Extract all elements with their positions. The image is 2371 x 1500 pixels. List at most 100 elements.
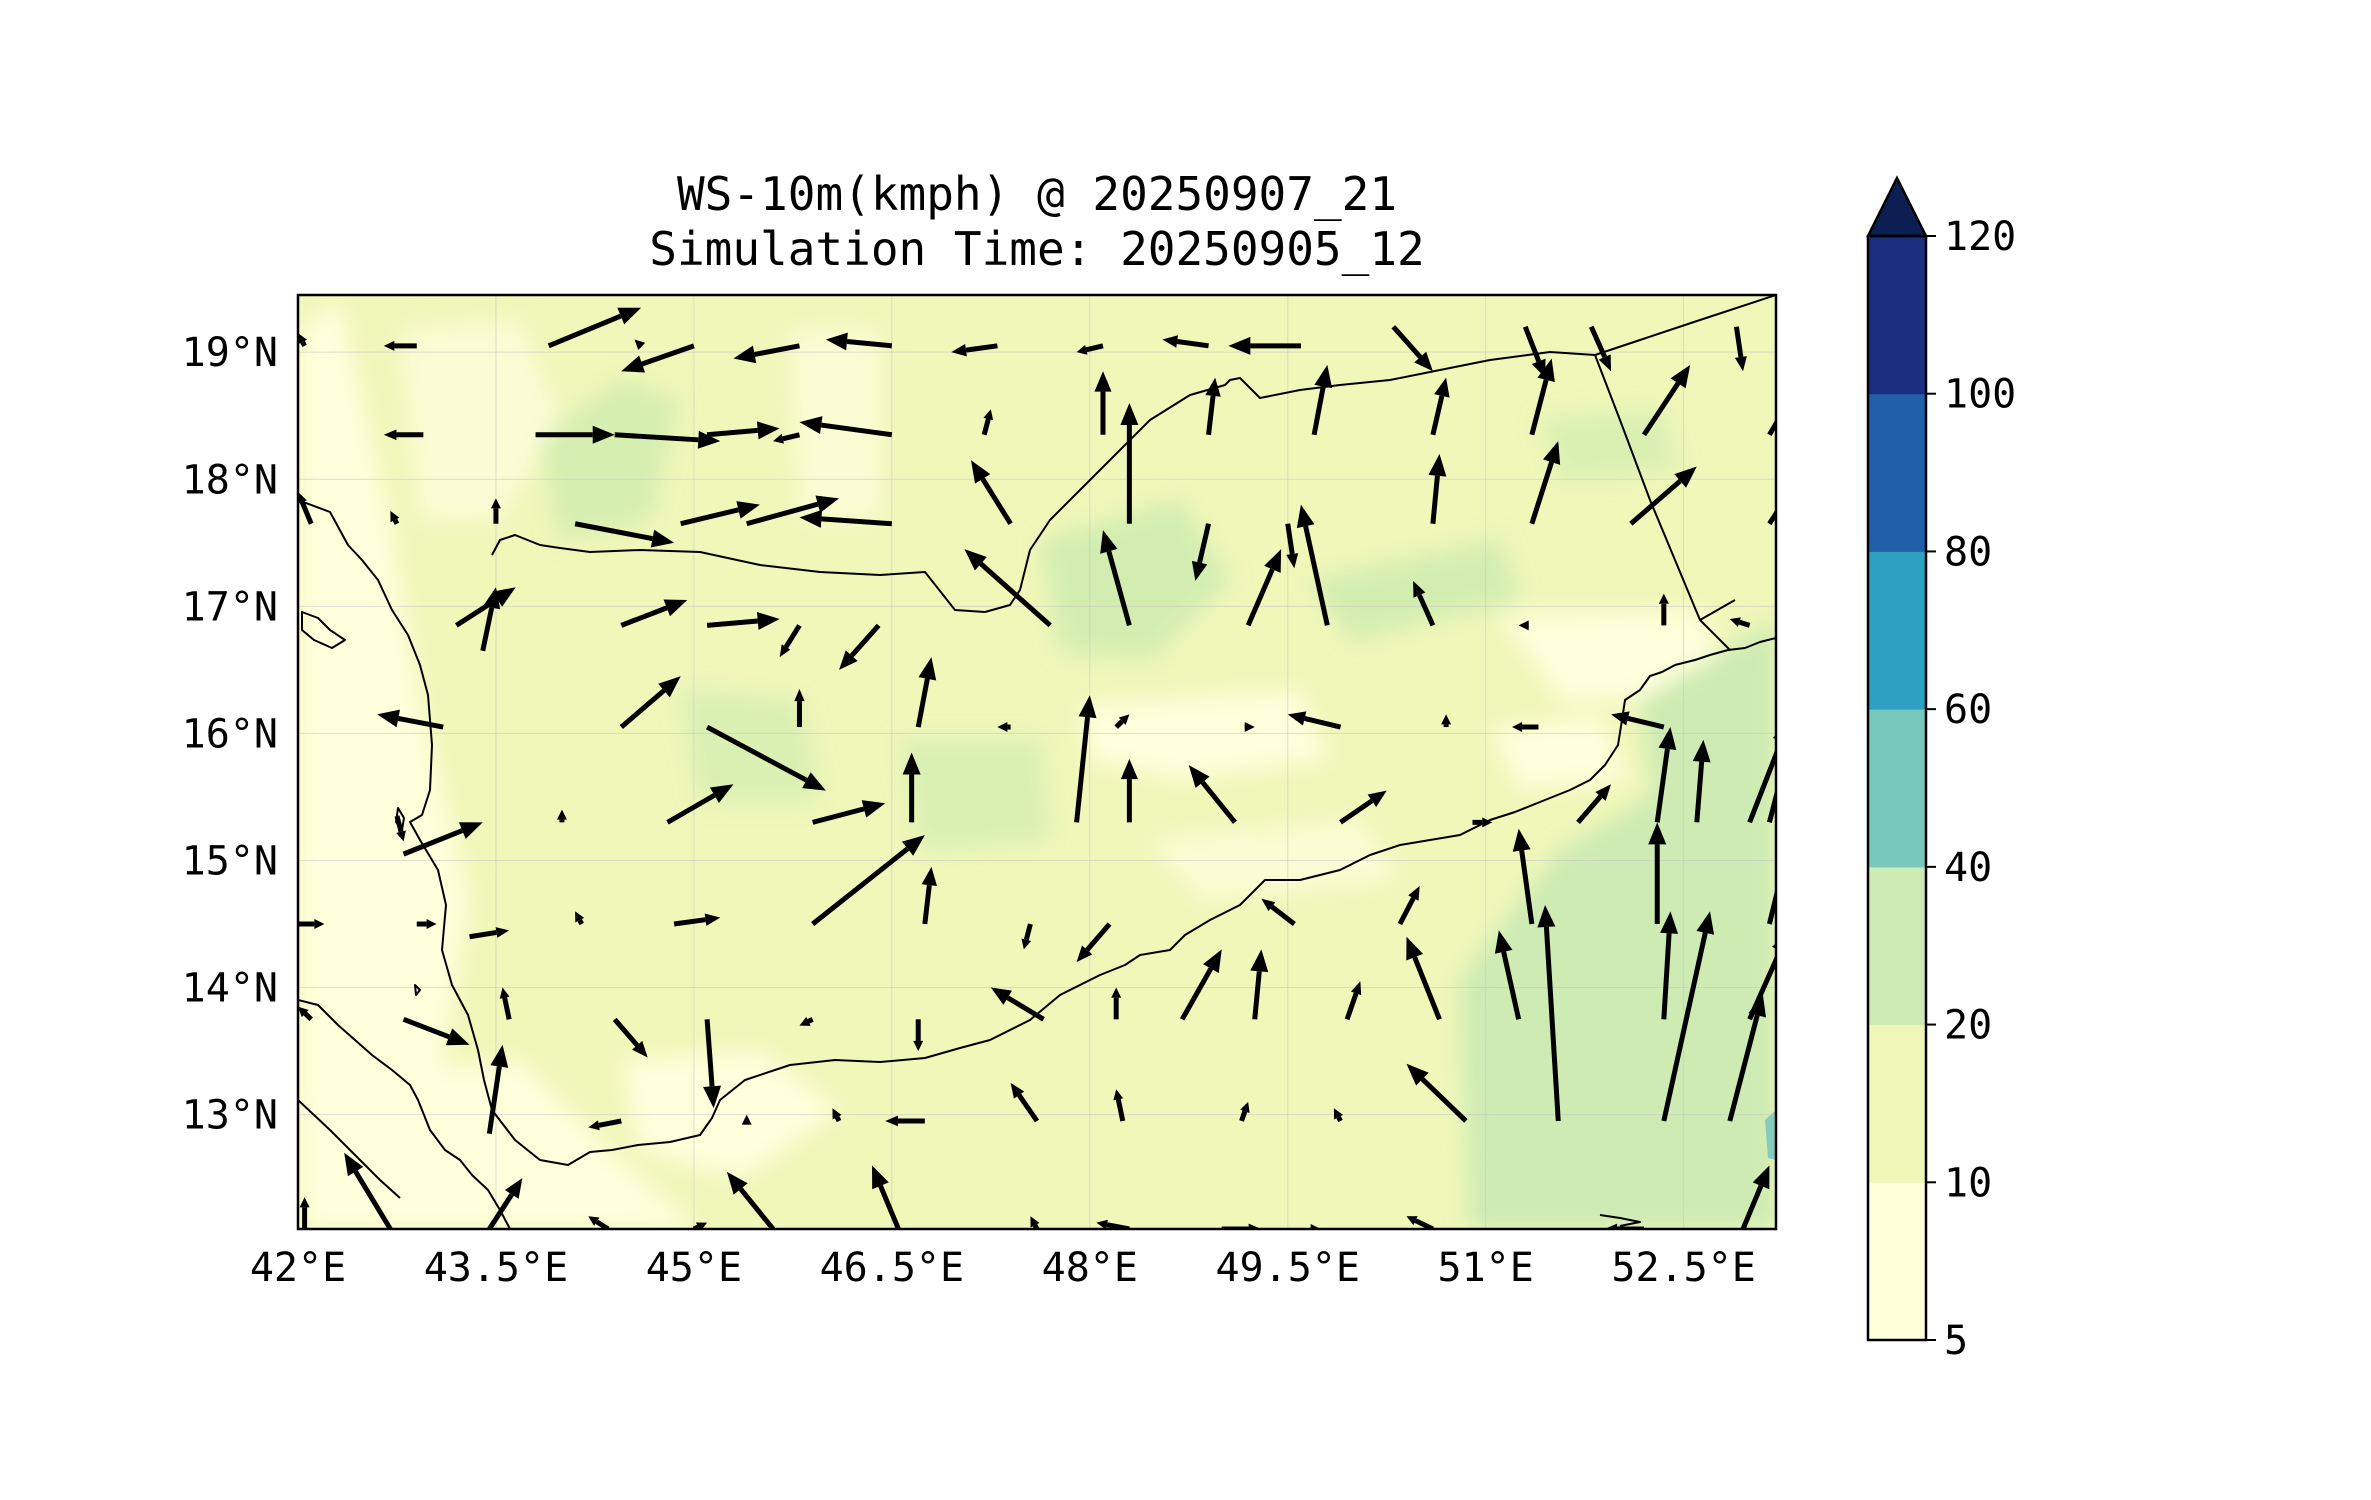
wind-speed-fill — [298, 300, 1776, 1229]
wind-arrow — [981, 409, 994, 436]
wind-arrow — [1588, 325, 1612, 372]
moderate-wind-zone-interior — [1040, 500, 1230, 660]
wind-arrow — [1311, 364, 1333, 436]
wind-arrow — [1188, 765, 1237, 824]
wind-arrow — [1191, 523, 1211, 581]
colorbar-tick-label: 60 — [1944, 687, 1992, 733]
wind-arrow — [1228, 336, 1301, 355]
africa-coast — [298, 999, 511, 1229]
wind-arrow — [299, 1197, 310, 1229]
wind-arrow — [872, 1165, 901, 1229]
wind-arrow — [490, 498, 501, 524]
wind-arrow — [487, 1178, 523, 1229]
wind-arrow — [1021, 923, 1033, 950]
wind-arrow — [726, 1171, 776, 1229]
wind-arrow — [1512, 828, 1535, 925]
wind-arrow — [1296, 504, 1330, 626]
x-tick-label: 46.5°E — [820, 1245, 965, 1291]
x-tick-label: 51°E — [1438, 1245, 1534, 1291]
wind-arrow — [746, 495, 840, 527]
wind-arrow — [799, 416, 893, 438]
wind-arrow — [1120, 403, 1139, 524]
wind-arrow — [612, 1017, 648, 1058]
wind-arrow — [1397, 885, 1420, 926]
wind-arrow — [416, 919, 437, 930]
wind-arrow — [402, 1016, 470, 1046]
wind-arrow — [1287, 711, 1342, 730]
wind-arrow — [1094, 371, 1112, 435]
wind-arrow — [1111, 987, 1122, 1020]
wind-arrow — [832, 1108, 842, 1123]
wind-arrow — [902, 752, 921, 823]
wind-arrow — [1205, 377, 1221, 436]
wind-arrow — [1430, 377, 1450, 436]
wind-arrow — [535, 425, 615, 444]
wind-arrow — [344, 1152, 393, 1229]
y-tick-label: 19°N — [182, 330, 278, 376]
x-axis-ticks: 42°E 43.5°E 45°E 46.5°E 48°E 49.5°E 51°E 52.5°E — [250, 1245, 1756, 1291]
wind-arrow — [298, 491, 314, 525]
wind-arrow — [1604, 1223, 1645, 1229]
colorbar-tick-label: 10 — [1944, 1160, 1992, 1206]
y-axis-ticks: 19°N 18°N 17°N 16°N 15°N 14°N 13°N — [182, 330, 278, 1138]
socotra-coast — [1599, 1214, 1641, 1227]
wind-arrow — [298, 919, 325, 930]
low-wind-zone-west-2 — [400, 320, 560, 520]
wind-arrow — [794, 688, 805, 728]
wind-arrow — [1221, 1223, 1262, 1229]
wind-arrow — [990, 987, 1045, 1022]
wind-arrow — [1114, 714, 1130, 729]
x-tick-label: 49.5°E — [1215, 1245, 1360, 1291]
y-tick-label: 13°N — [182, 1093, 278, 1139]
wind-arrow — [921, 866, 938, 925]
wind-arrow — [1529, 358, 1555, 436]
saudi-oman-border — [1699, 599, 1736, 621]
wind-arrow — [733, 343, 800, 364]
colorbar-tick-label: 80 — [1944, 529, 1992, 575]
wind-arrow — [556, 809, 567, 823]
wind-arrow — [1245, 549, 1282, 627]
wind-arrow — [499, 987, 512, 1020]
wind-arrow — [1406, 1216, 1434, 1229]
colorbar-segment — [1868, 236, 1926, 395]
wind-arrow — [1576, 784, 1612, 824]
colorbar-segment — [1868, 866, 1926, 1026]
wind-arrow — [1239, 1101, 1250, 1122]
wind-arrow — [1767, 418, 1776, 437]
wind-arrow — [619, 676, 681, 729]
wind-arrow — [298, 1006, 313, 1022]
map-title-line2: Simulation Time: 20250905_12 — [649, 222, 1424, 276]
colorbar-extend-arrow — [1865, 175, 1929, 238]
wind-arrow — [779, 624, 802, 658]
wind-arrow — [1285, 523, 1299, 569]
colorbar: 5 10 20 40 60 80 100 120 — [1865, 175, 2016, 1364]
moderate-wind-zone-central — [900, 740, 1050, 850]
wind-arrow — [547, 307, 642, 349]
map-plot-area — [298, 295, 1776, 1229]
grid-lines — [298, 295, 1776, 1229]
moderate-wind-zone-jebel — [1540, 410, 1680, 480]
wind-arrow — [680, 501, 760, 527]
wind-arrow — [1244, 722, 1255, 733]
colorbar-tick-label: 5 — [1944, 1318, 1968, 1364]
wind-arrow — [390, 511, 400, 525]
wind-arrow — [705, 724, 826, 791]
colorbar-segment — [1868, 393, 1926, 552]
wind-arrow — [469, 927, 510, 940]
wind-arrow — [811, 835, 925, 926]
hanish-islands — [414, 984, 421, 996]
wind-arrow — [574, 521, 675, 548]
wind-arrow — [964, 549, 1052, 628]
wind-arrow — [1512, 722, 1539, 733]
wind-arrow — [1413, 580, 1436, 627]
wind-arrow — [1529, 441, 1561, 525]
wind-arrow — [799, 1016, 814, 1026]
moderate-wind-zone-north-1 — [540, 380, 680, 540]
wind-arrow — [1120, 758, 1138, 823]
wind-arrow — [1648, 822, 1667, 925]
wind-arrow — [1740, 1165, 1770, 1229]
y-tick-label: 18°N — [182, 457, 278, 503]
wind-arrow — [1611, 711, 1665, 730]
wind-arrow — [1010, 1082, 1040, 1123]
